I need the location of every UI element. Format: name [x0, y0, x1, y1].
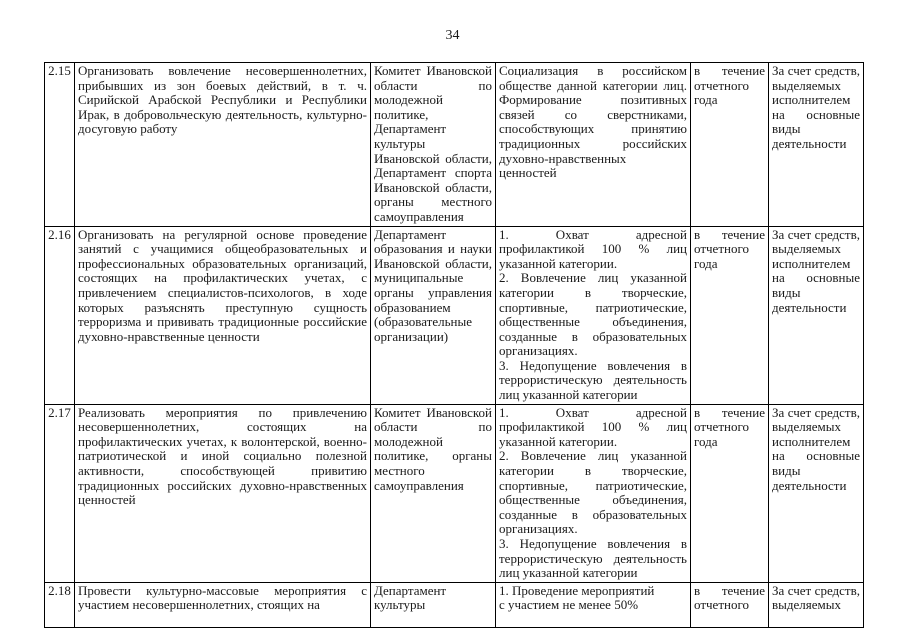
funding-cell: За счет средств, выделяемых исполнителем… — [768, 62, 864, 227]
table-row: 2.15 Организовать вовлечение несовершенн… — [44, 62, 864, 227]
table-row: 2.16 Организовать на регулярной основе п… — [44, 225, 864, 405]
row-number-cell: 2.15 — [44, 62, 75, 227]
activity-cell: Реализовать мероприятия по привлечению н… — [74, 403, 371, 583]
executor-cell: Департамент образования и науки Ивановск… — [370, 225, 496, 405]
activity-cell: Провести культурно-массовые мероприятия … — [74, 581, 371, 628]
executor-cell: Комитет Ивановской области по молодежной… — [370, 62, 496, 227]
term-cell: в течение отчетного года — [690, 403, 769, 583]
funding-cell: За счет средств, выделяемых исполнителем… — [768, 225, 864, 405]
table-row: 2.18 Провести культурно-массовые меропри… — [44, 581, 864, 628]
activity-cell: Организовать вовлечение несовершеннолетн… — [74, 62, 371, 227]
table-row: 2.17 Реализовать мероприятия по привлече… — [44, 403, 864, 583]
activity-cell: Организовать на регулярной основе провед… — [74, 225, 371, 405]
page-number: 34 — [445, 28, 460, 43]
row-number-cell: 2.17 — [44, 403, 75, 583]
term-cell: в течение отчетного — [690, 581, 769, 628]
funding-cell: За счет средств, выделяемых — [768, 581, 864, 628]
row-number-cell: 2.16 — [44, 225, 75, 405]
term-cell: в течение отчетного года — [690, 62, 769, 227]
row-number-cell: 2.18 — [44, 581, 75, 628]
executor-cell: Комитет Ивановской области по молодежной… — [370, 403, 496, 583]
result-cell: 1. Проведение мероприятий с участием не … — [495, 581, 691, 628]
funding-cell: За счет средств, выделяемых исполнителем… — [768, 403, 864, 583]
result-cell: 1. Охват адресной профилактикой 100 % ли… — [495, 225, 691, 405]
result-cell: 1. Охват адресной профилактикой 100 % ли… — [495, 403, 691, 583]
result-cell: Социализация в российском обществе данно… — [495, 62, 691, 227]
executor-cell: Департамент культуры — [370, 581, 496, 628]
term-cell: в течение отчетного года — [690, 225, 769, 405]
plan-table: 2.15 Организовать вовлечение несовершенн… — [44, 62, 864, 628]
